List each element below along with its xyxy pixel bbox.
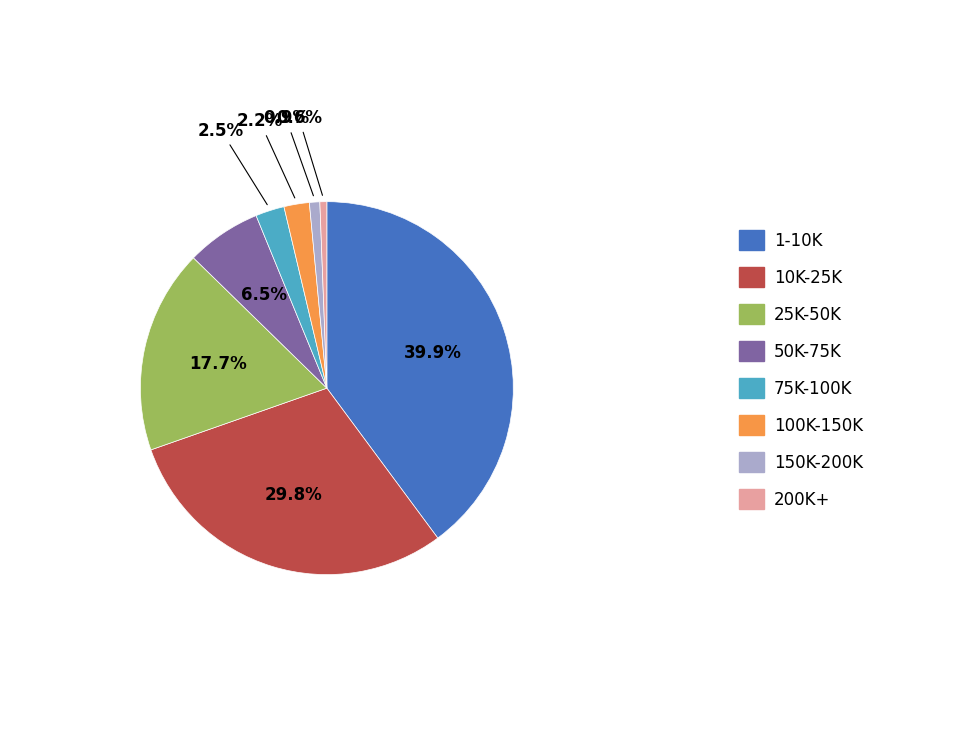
Text: 2.2%: 2.2% — [237, 112, 294, 198]
Text: 29.8%: 29.8% — [265, 486, 323, 504]
Text: 0.9%: 0.9% — [263, 109, 314, 196]
Legend: 1-10K, 10K-25K, 25K-50K, 50K-75K, 75K-100K, 100K-150K, 150K-200K, 200K+: 1-10K, 10K-25K, 25K-50K, 50K-75K, 75K-10… — [733, 223, 870, 516]
Wedge shape — [151, 388, 438, 575]
Wedge shape — [284, 202, 327, 388]
Text: 39.9%: 39.9% — [404, 344, 462, 362]
Text: 0.6%: 0.6% — [276, 109, 322, 195]
Wedge shape — [256, 207, 327, 388]
Text: 6.5%: 6.5% — [242, 287, 288, 304]
Wedge shape — [140, 258, 327, 450]
Wedge shape — [310, 202, 327, 388]
Wedge shape — [327, 202, 513, 538]
Text: 17.7%: 17.7% — [189, 355, 246, 373]
Text: 2.5%: 2.5% — [199, 122, 268, 205]
Wedge shape — [320, 202, 327, 388]
Wedge shape — [194, 216, 327, 388]
